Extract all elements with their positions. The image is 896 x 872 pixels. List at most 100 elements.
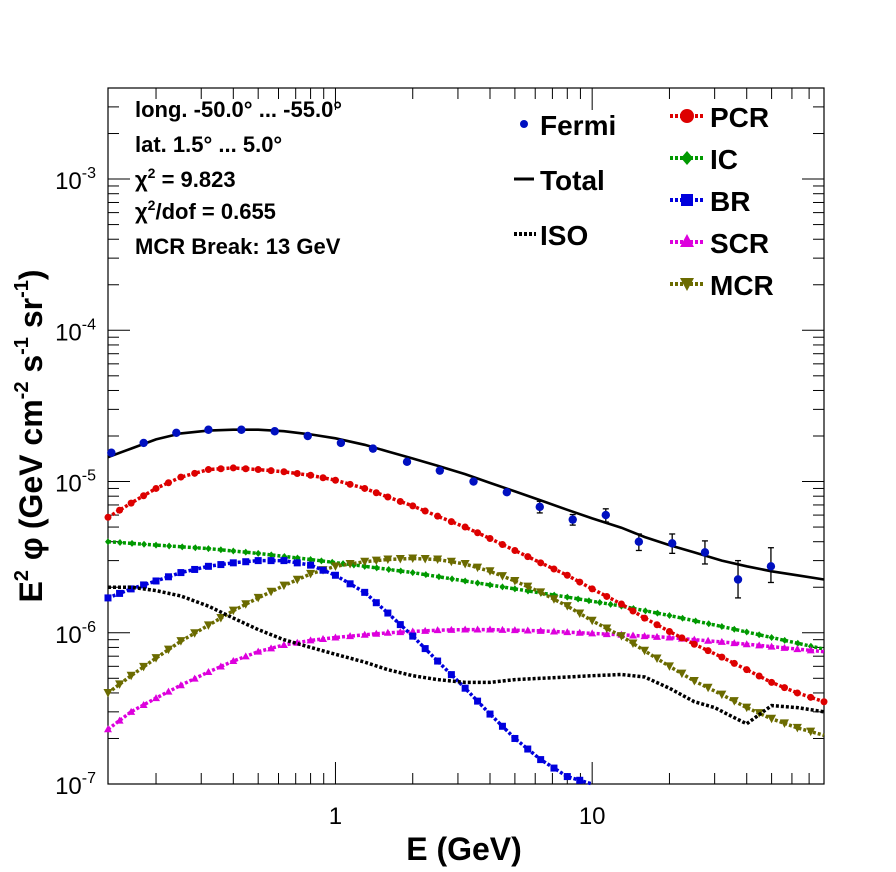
info-chi2: χ2 = 9.823 — [135, 165, 236, 192]
br-marker — [242, 558, 250, 566]
pcr-marker — [331, 476, 339, 484]
ic-marker — [166, 542, 173, 550]
br-marker — [537, 756, 545, 764]
fermi-point — [139, 438, 148, 448]
br-marker — [319, 566, 327, 574]
scr-marker — [575, 628, 584, 636]
mcr-marker — [151, 654, 161, 663]
ic-marker — [575, 595, 582, 603]
scr-marker — [665, 633, 674, 641]
pcr-marker — [461, 523, 469, 531]
pcr-marker — [293, 470, 301, 478]
ic-marker — [179, 543, 186, 551]
pcr-marker — [755, 672, 763, 680]
info-chi2-dof: χ2/dof = 0.655 — [135, 197, 276, 224]
scr-marker — [563, 628, 572, 636]
y-tick-label: 10-6 — [55, 619, 96, 649]
mcr-marker — [115, 680, 125, 689]
legend-br-label: BR — [710, 186, 750, 217]
scr-marker — [346, 632, 355, 640]
fermi-point — [568, 515, 577, 524]
series-iso-line — [108, 585, 825, 726]
pcr-marker — [217, 465, 225, 473]
mcr-marker — [806, 727, 816, 737]
legend-total-label: Total — [540, 165, 605, 196]
pcr-marker — [629, 607, 637, 615]
br-marker — [409, 632, 417, 640]
scr-marker — [793, 645, 802, 653]
ic-marker — [307, 556, 314, 564]
pcr-marker — [511, 546, 519, 554]
scr-marker — [704, 636, 713, 644]
scr-marker — [549, 627, 558, 635]
y-tick-label: 10-7 — [55, 770, 96, 800]
mcr-marker — [216, 613, 226, 623]
series-ic — [105, 538, 825, 651]
mcr-marker — [460, 559, 470, 569]
br-marker — [127, 585, 135, 593]
ic-marker — [499, 583, 506, 591]
ic-marker — [205, 545, 212, 553]
fermi-point — [469, 477, 478, 486]
ic-marker — [607, 600, 614, 608]
pcr-marker — [474, 529, 482, 537]
pcr-marker — [665, 627, 673, 635]
scr-marker — [241, 652, 250, 660]
ic-marker — [217, 546, 224, 554]
mcr-marker — [717, 690, 727, 700]
fermi-point — [172, 428, 181, 437]
ic-marker — [153, 541, 160, 549]
series-total — [107, 428, 825, 581]
ic-marker — [487, 581, 494, 589]
scr-marker — [254, 647, 263, 655]
fermi-point — [336, 438, 346, 448]
br-marker — [217, 561, 225, 569]
series-total-line — [107, 428, 825, 581]
pcr-marker — [372, 489, 380, 497]
pcr-marker — [690, 640, 698, 648]
mcr-marker — [163, 645, 173, 655]
br-marker — [498, 722, 506, 730]
series-ic-line — [107, 539, 825, 651]
ic-marker — [230, 547, 237, 555]
mcr-marker — [587, 616, 597, 626]
pcr-marker — [447, 518, 455, 526]
legend-scr-marker — [680, 234, 694, 247]
ic-marker — [585, 597, 592, 605]
mcr-marker — [767, 714, 777, 724]
pcr-marker — [730, 659, 738, 667]
legend-left: Fermi Total ISO — [514, 110, 616, 251]
mcr-marker — [536, 588, 546, 597]
pcr-marker — [319, 474, 327, 482]
br-marker — [104, 594, 112, 602]
fermi-point — [204, 425, 213, 434]
br-marker — [346, 580, 354, 588]
ic-marker — [117, 539, 124, 547]
scr-marker — [755, 641, 764, 649]
mcr-marker — [779, 719, 789, 728]
pcr-marker — [421, 507, 429, 515]
pcr-marker — [807, 693, 815, 701]
mcr-marker — [446, 557, 456, 567]
mcr-marker — [371, 556, 381, 566]
scr-marker — [216, 662, 225, 670]
mcr-marker — [549, 595, 559, 604]
mcr-marker — [203, 621, 213, 630]
scr-marker — [279, 641, 288, 649]
ic-marker — [268, 551, 275, 559]
br-marker — [152, 577, 160, 585]
mcr-marker — [703, 683, 713, 693]
br-marker — [576, 776, 584, 784]
br-marker — [140, 581, 148, 589]
scr-marker — [306, 636, 315, 644]
fermi-point — [700, 548, 710, 557]
fermi-point — [303, 431, 312, 441]
scr-marker — [730, 639, 739, 647]
scr-marker — [104, 725, 112, 733]
scr-marker — [229, 657, 238, 665]
series-scr — [104, 625, 825, 733]
info-box: long. -50.0° ... -55.0° lat. 1.5° ... 5.… — [135, 97, 342, 259]
mcr-marker — [628, 639, 638, 648]
ic-marker — [666, 612, 673, 620]
scr-marker — [433, 626, 442, 634]
